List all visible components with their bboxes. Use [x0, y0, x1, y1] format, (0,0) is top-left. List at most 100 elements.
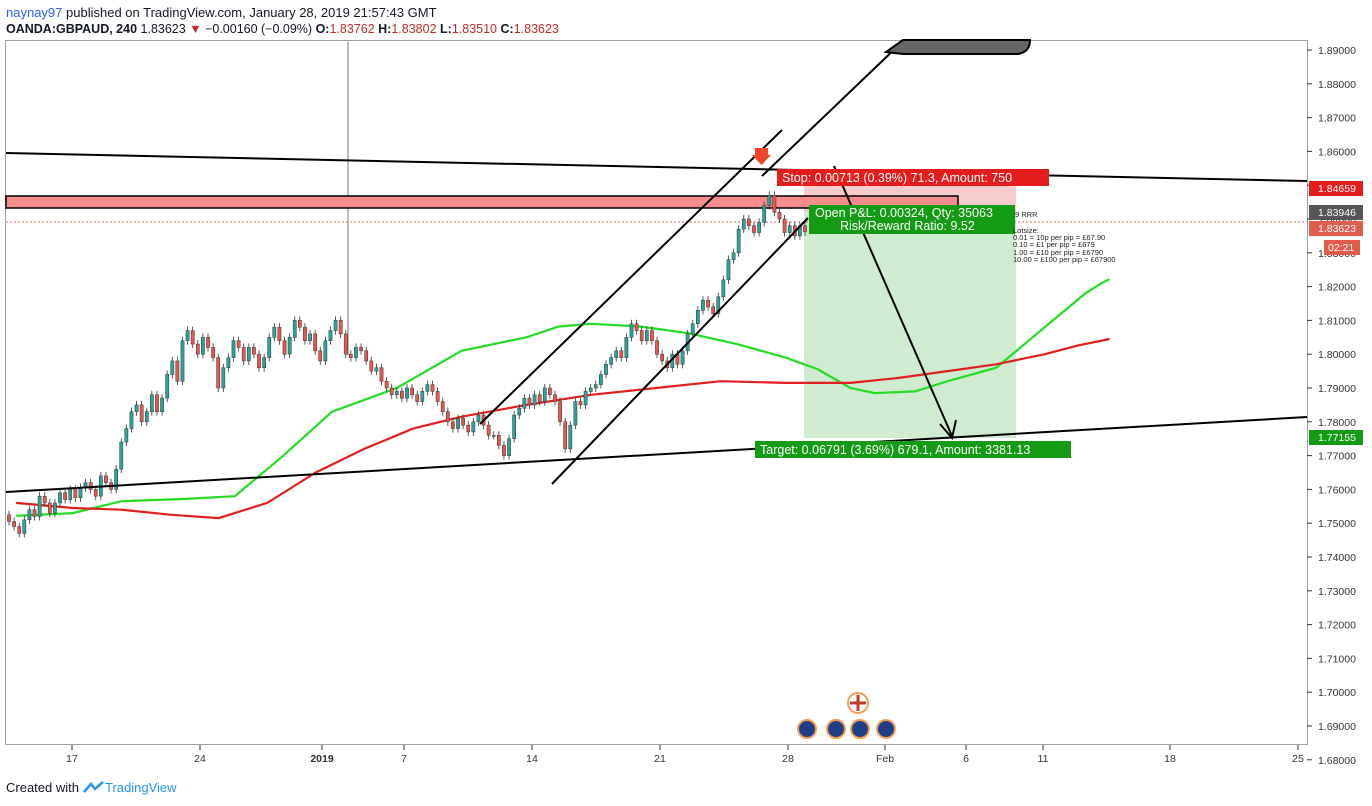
- candle-body: [195, 343, 200, 355]
- price-tick-label: 1.76000: [1318, 484, 1356, 496]
- candle-body: [144, 411, 149, 423]
- candle-body: [114, 468, 119, 490]
- time-tick-label: 14: [526, 753, 538, 765]
- note-line: Lotsize:: [1013, 226, 1039, 235]
- candle-body: [282, 340, 287, 355]
- candle-body: [241, 347, 246, 362]
- candle-body: [287, 337, 292, 355]
- time-tick-label: Feb: [876, 753, 894, 765]
- candle-body: [389, 387, 394, 396]
- flag-au-icon[interactable]: [797, 719, 817, 739]
- candle-body: [782, 218, 787, 233]
- candle-body: [736, 228, 741, 254]
- publish-info: naynay97 published on TradingView.com, J…: [6, 5, 437, 20]
- low-value: 1.83510: [451, 22, 498, 36]
- ma-slow-line[interactable]: [16, 337, 1110, 520]
- chart-border: [5, 40, 1308, 745]
- candle-body: [573, 401, 578, 426]
- candle-body: [690, 323, 695, 335]
- symbol-label: OANDA:GBPAUD, 240: [6, 22, 138, 36]
- channel-upper-line[interactable]: [479, 129, 783, 425]
- stop-label: Stop: 0.00713 (0.39%) 71.3, Amount: 750: [782, 171, 1012, 185]
- flag-au-icon[interactable]: [876, 719, 896, 739]
- candle-body: [532, 394, 537, 406]
- price-chart[interactable]: Stop: 0.00713 (0.39%) 71.3, Amount: 750 …: [0, 0, 1372, 780]
- candle-body: [716, 296, 721, 314]
- candle-body: [226, 357, 231, 368]
- high-price-label: 1.83946: [1318, 207, 1356, 219]
- time-tick-label: 28: [782, 753, 794, 765]
- candle-body: [476, 414, 481, 423]
- arrowhead-icon: [939, 419, 957, 441]
- candle-body: [170, 360, 175, 375]
- callout-box[interactable]: [883, 39, 1032, 55]
- candle-body: [369, 360, 374, 372]
- candle-body: [17, 526, 22, 534]
- candle-body: [655, 340, 659, 355]
- note-line: :9 RRR: [1013, 210, 1038, 219]
- candle-body: [63, 492, 67, 500]
- candle-body: [451, 421, 455, 429]
- note-line: 10.00 = £100 per pip = £67900: [1013, 255, 1116, 264]
- price-tick-label: 1.86000: [1318, 146, 1356, 158]
- candle-body: [7, 514, 11, 522]
- support-trendline[interactable]: [5, 416, 1308, 493]
- candle-body: [139, 404, 144, 423]
- lotsize-note[interactable]: :9 RRR Lotsize: 0.01 = 10p per pip = £67…: [1013, 210, 1116, 264]
- flag-au-icon[interactable]: [826, 719, 846, 739]
- tradingview-brand-link[interactable]: TradingView: [104, 780, 177, 795]
- price-axis[interactable]: 1.890001.880001.870001.860001.850001.840…: [1307, 45, 1356, 767]
- candle-body: [772, 195, 777, 213]
- candle-body: [394, 391, 399, 396]
- candle-body: [180, 340, 185, 382]
- candle-body: [231, 340, 236, 358]
- candle-body: [507, 438, 511, 456]
- candle-body: [726, 259, 731, 281]
- open-label: O:: [315, 22, 330, 36]
- resistance-zone[interactable]: [5, 195, 959, 209]
- candle-body: [308, 333, 312, 341]
- pnl-label-box: [809, 205, 1015, 234]
- price-tick-label: 1.77000: [1318, 451, 1356, 463]
- candle-body: [644, 330, 649, 341]
- price-tick-label: 1.75000: [1318, 518, 1356, 530]
- flag-au-icon[interactable]: [850, 719, 870, 739]
- candle-body: [216, 357, 221, 389]
- candle-body: [257, 353, 261, 368]
- candle-body: [292, 320, 297, 338]
- candle-body: [175, 360, 180, 382]
- candle-body: [400, 391, 404, 399]
- candle-body: [542, 387, 547, 402]
- candle-body: [252, 347, 256, 355]
- descending-trendline[interactable]: [5, 152, 1308, 182]
- time-tick-label: 24: [194, 753, 206, 765]
- author-link[interactable]: naynay97: [6, 5, 63, 20]
- candle-body: [42, 495, 47, 504]
- channel-lower-line[interactable]: [551, 217, 809, 485]
- candle-body: [787, 225, 792, 233]
- countdown-label: 02:21: [1328, 242, 1354, 254]
- candle-body: [639, 330, 644, 341]
- high-value: 1.83802: [391, 22, 437, 36]
- candle-body: [78, 487, 83, 499]
- candle-body: [384, 380, 389, 389]
- candle-body: [747, 218, 751, 227]
- time-axis[interactable]: 17 24 2019 7 14 21 28 Feb 6 11 18 25: [66, 745, 1304, 765]
- last-price-badge: [1309, 221, 1363, 236]
- time-tick-label: 7: [401, 753, 407, 765]
- candle-body: [491, 435, 496, 437]
- candle-body: [609, 357, 613, 365]
- target-label: Target: 0.06791 (3.69%) 679.1, Amount: 3…: [760, 443, 1030, 457]
- candle-body: [47, 502, 52, 514]
- ma-fast-line[interactable]: [16, 278, 1111, 517]
- candle-body: [440, 401, 445, 412]
- candle-body: [629, 323, 634, 338]
- candle-body: [680, 350, 685, 365]
- candle-body: [599, 374, 603, 385]
- candle-body: [124, 428, 129, 443]
- target-zone[interactable]: [804, 212, 1016, 438]
- open-value: 1.83762: [329, 22, 375, 36]
- price-tick-label: 1.89000: [1318, 45, 1356, 57]
- event-flags[interactable]: [797, 692, 896, 739]
- candle-body: [37, 495, 42, 517]
